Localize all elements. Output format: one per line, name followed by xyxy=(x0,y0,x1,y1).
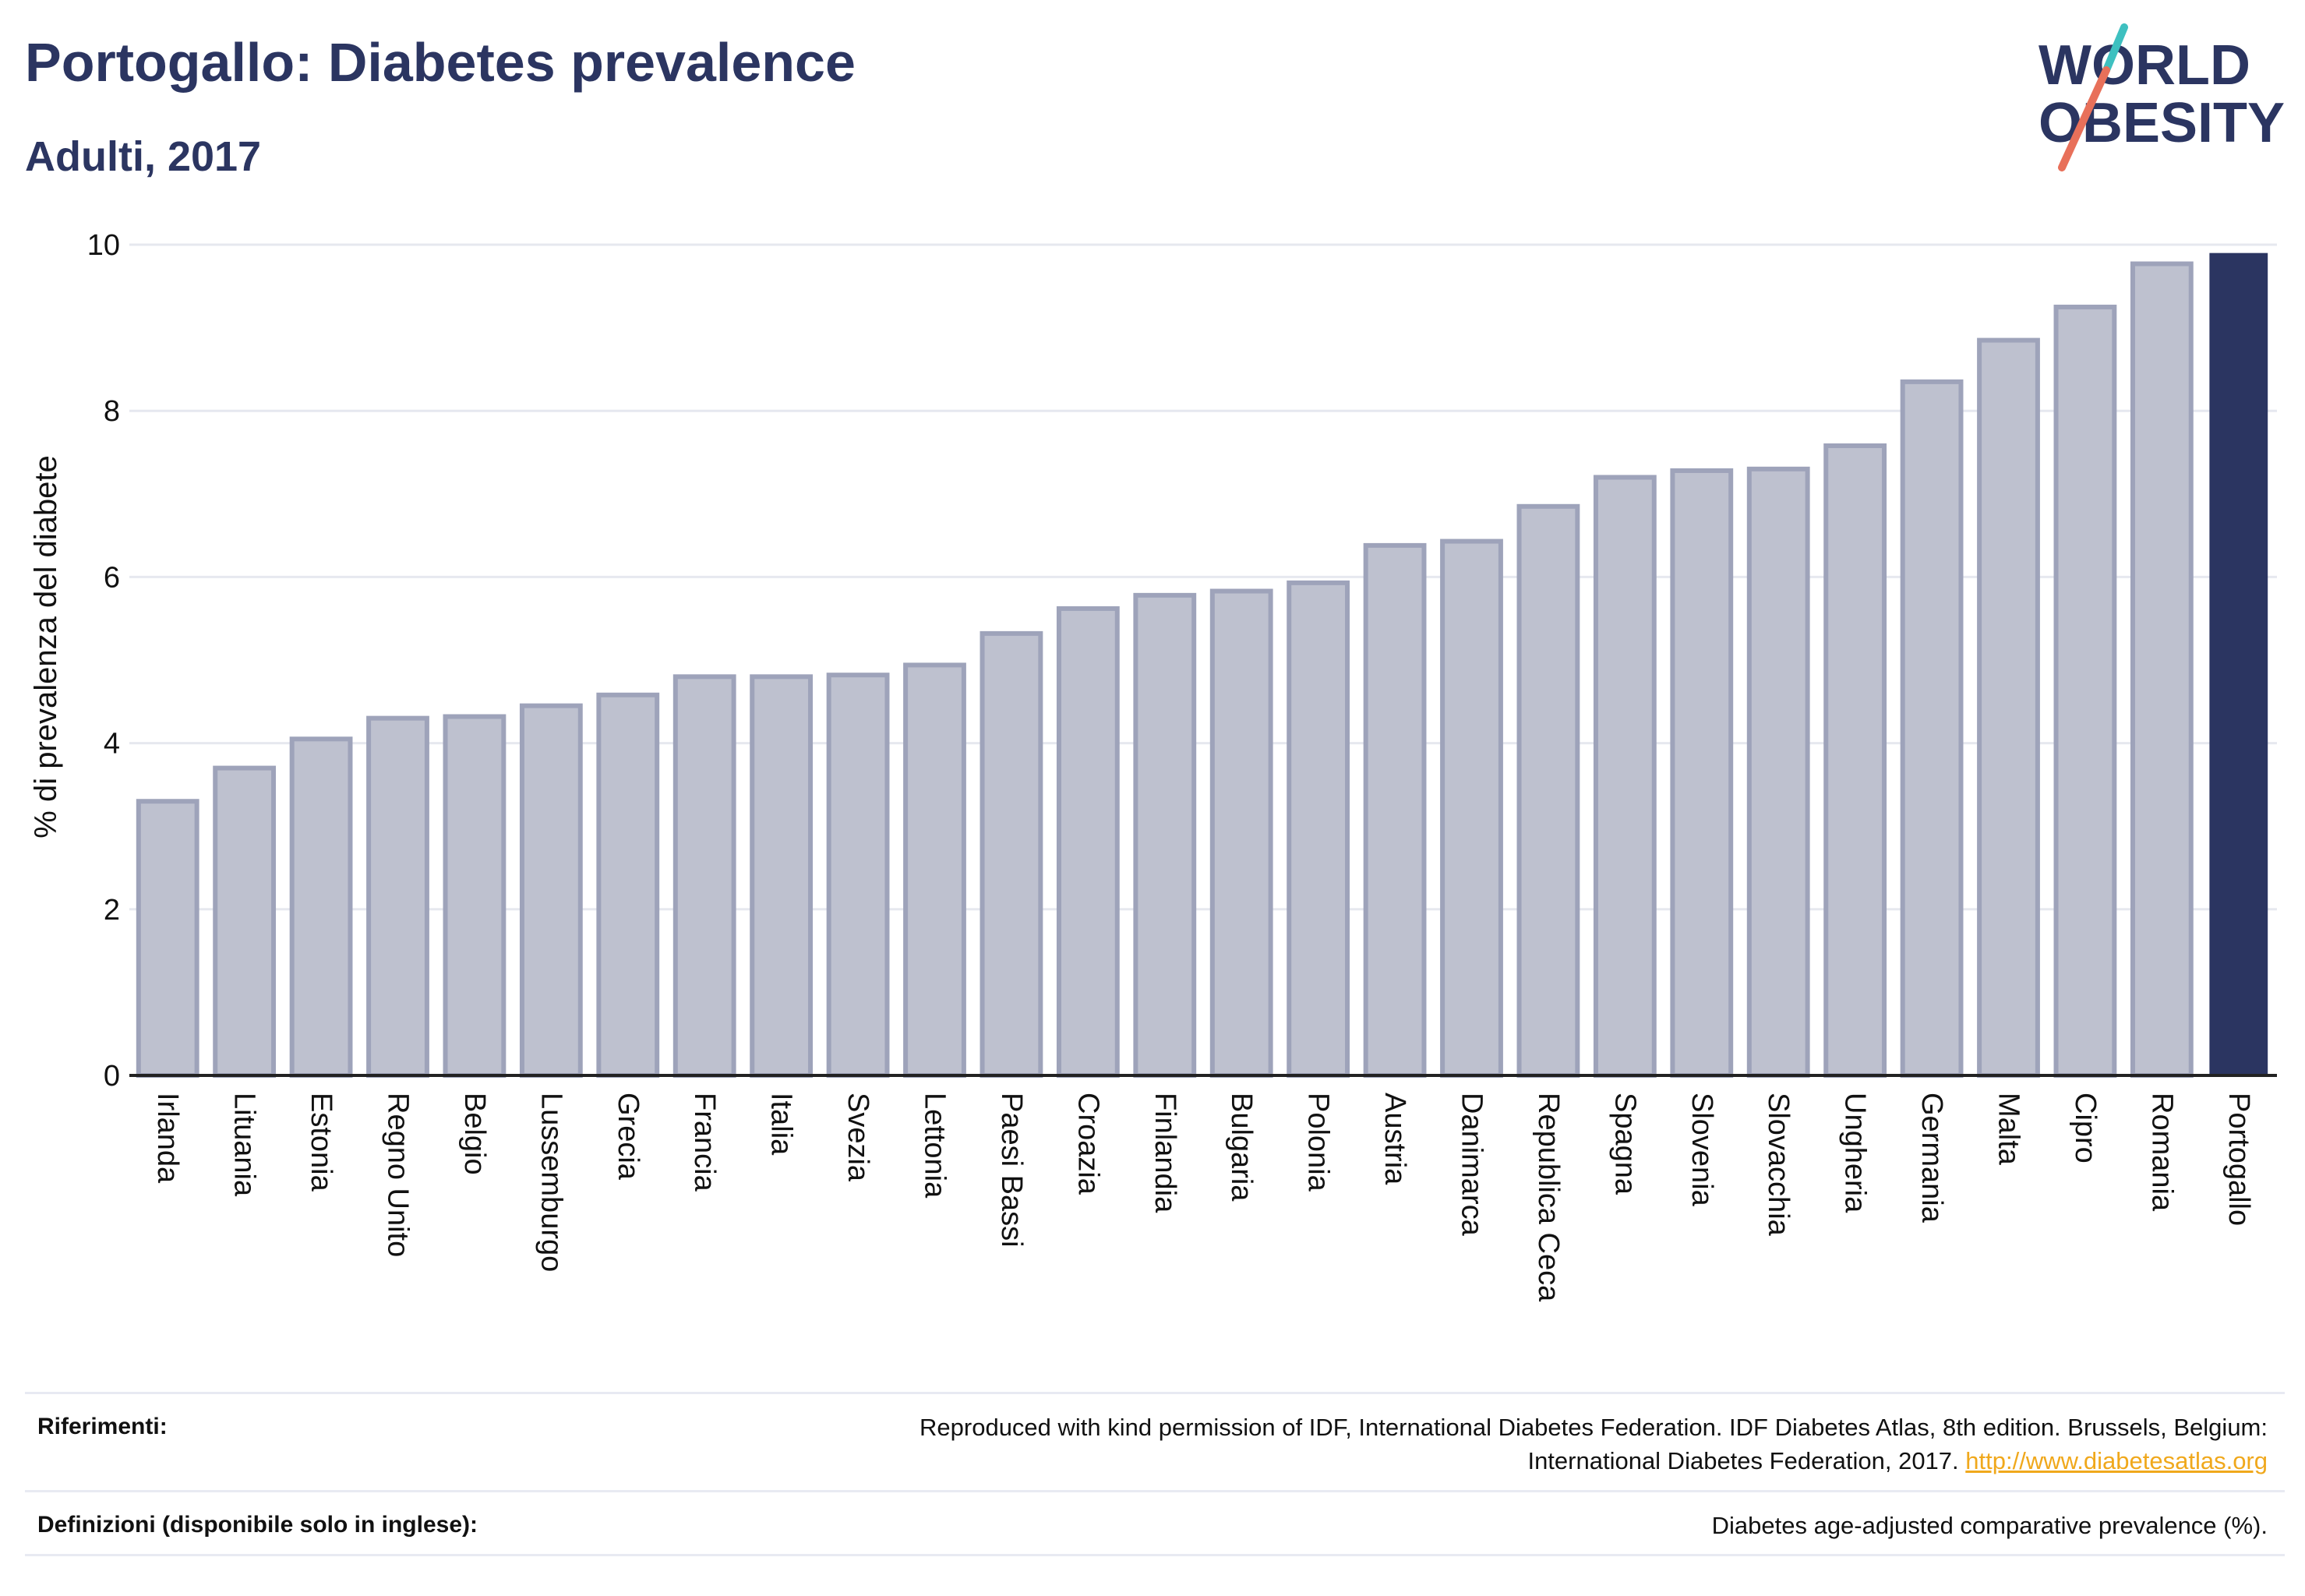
x-tick-label: Svezia xyxy=(842,1093,874,1182)
bar-francia[interactable] xyxy=(672,674,736,1078)
definitions-label: Definizioni (disponibile solo in inglese… xyxy=(37,1512,478,1538)
references-line-2: International Diabetes Federation, 2017.… xyxy=(920,1444,2268,1478)
y-tick-label: 4 xyxy=(104,728,120,761)
x-tick-label: Belgio xyxy=(458,1093,491,1175)
x-tick-label: Romania xyxy=(2145,1093,2178,1212)
bar-finlandia[interactable] xyxy=(1133,592,1197,1078)
x-tick-label: Austria xyxy=(1378,1093,1411,1185)
footer-divider-top xyxy=(25,1392,2285,1394)
footer-divider-middle xyxy=(25,1490,2285,1492)
bar-slovacchia[interactable] xyxy=(1746,466,1810,1078)
chart-title: Portogallo: Diabetes prevalence xyxy=(25,32,856,93)
world-obesity-logo[interactable]: WORLD OBESITY xyxy=(2026,23,2291,171)
y-tick-label: 0 xyxy=(104,1060,120,1093)
y-tick-label: 6 xyxy=(104,561,120,594)
bar-germania[interactable] xyxy=(1900,379,1964,1078)
x-tick-label: Polonia xyxy=(1302,1093,1335,1192)
bar-cipro[interactable] xyxy=(2053,304,2117,1078)
references-text: Reproduced with kind permission of IDF, … xyxy=(920,1411,2268,1478)
bars xyxy=(136,252,2268,1079)
bar-ungheria[interactable] xyxy=(1823,443,1887,1078)
definitions-text: Diabetes age-adjusted comparative preval… xyxy=(1711,1512,2268,1539)
bar-portogallo[interactable] xyxy=(2209,252,2268,1075)
bar-lituania[interactable] xyxy=(213,765,277,1079)
x-tick-label: Italia xyxy=(765,1093,798,1156)
bar-grecia[interactable] xyxy=(596,692,660,1078)
y-tick-label: 10 xyxy=(87,229,120,262)
x-tick-label: Malta xyxy=(1993,1093,2025,1166)
y-tick-label: 2 xyxy=(104,894,120,927)
x-tick-label: Bulgaria xyxy=(1225,1093,1258,1202)
x-tick-label: Republica Ceca xyxy=(1532,1093,1565,1302)
x-tick-label: Slovacchia xyxy=(1762,1093,1795,1237)
y-tick-label: 8 xyxy=(104,395,120,428)
x-tick-label: Portogallo xyxy=(2222,1093,2255,1226)
x-tick-label: Spagna xyxy=(1608,1093,1641,1195)
x-tick-label: Paesi Bassi xyxy=(995,1093,1028,1248)
bar-malta[interactable] xyxy=(1977,337,2040,1078)
bar-chart: 0 2 4 6 8 10 Irlanda Lituania Estonia Regno Unit… xyxy=(29,229,2277,1302)
y-axis-label: % di prevalenza del diabete xyxy=(29,455,63,838)
x-tick-label: Lussemburgo xyxy=(535,1093,567,1272)
bar-lettonia[interactable] xyxy=(903,662,966,1078)
x-tick-label: Estonia xyxy=(305,1093,337,1192)
x-tick-label: Germania xyxy=(1915,1093,1948,1223)
bar-republica-ceca[interactable] xyxy=(1516,503,1580,1078)
x-axis-tick-labels: Irlanda Lituania Estonia Regno Unito Belgio L… xyxy=(151,1093,2255,1302)
x-tick-label: Francia xyxy=(688,1093,721,1192)
x-tick-label: Slovenia xyxy=(1686,1093,1718,1207)
bar-estonia[interactable] xyxy=(289,736,353,1079)
bar-irlanda[interactable] xyxy=(136,799,199,1078)
y-axis-ticks: 0 2 4 6 8 10 xyxy=(87,229,120,1093)
x-tick-label: Grecia xyxy=(612,1093,644,1181)
bar-spagna[interactable] xyxy=(1593,475,1657,1078)
chart-subtitle: Adulti, 2017 xyxy=(25,133,262,180)
logo-line-world: WORLD xyxy=(2038,34,2250,97)
bar-paesi-bassi[interactable] xyxy=(980,630,1043,1078)
x-tick-label: Croazia xyxy=(1071,1093,1104,1195)
bar-regno-unito[interactable] xyxy=(366,715,429,1078)
references-link[interactable]: http://www.diabetesatlas.org xyxy=(1965,1447,2268,1474)
x-tick-label: Ungheria xyxy=(1839,1093,1872,1213)
logo-slash-bottom xyxy=(2058,66,2110,171)
x-tick-label: Cipro xyxy=(2069,1093,2102,1163)
x-tick-label: Finlandia xyxy=(1149,1093,1181,1213)
bar-slovenia[interactable] xyxy=(1670,468,1734,1078)
bar-italia[interactable] xyxy=(750,674,814,1078)
x-tick-label: Irlanda xyxy=(151,1093,184,1184)
references-line-2-text: International Diabetes Federation, 2017. xyxy=(1527,1447,1959,1474)
references-label: Riferimenti: xyxy=(37,1414,168,1439)
bar-bulgaria[interactable] xyxy=(1209,588,1273,1078)
references-line-1: Reproduced with kind permission of IDF, … xyxy=(920,1414,2268,1441)
bar-romania[interactable] xyxy=(2130,261,2194,1079)
bar-belgio[interactable] xyxy=(443,714,507,1078)
footer-divider-bottom xyxy=(25,1554,2285,1556)
x-tick-label: Lettonia xyxy=(919,1093,951,1199)
bar-croazia[interactable] xyxy=(1056,606,1120,1078)
bar-svezia[interactable] xyxy=(826,673,890,1078)
x-tick-label: Danimarca xyxy=(1456,1093,1488,1237)
logo-slash-top xyxy=(2102,23,2128,74)
x-tick-label: Lituania xyxy=(228,1093,261,1197)
bar-austria[interactable] xyxy=(1363,542,1427,1078)
bar-danimarca[interactable] xyxy=(1440,538,1503,1078)
bar-lussemburgo[interactable] xyxy=(519,703,583,1078)
x-tick-label: Regno Unito xyxy=(382,1093,415,1257)
bar-polonia[interactable] xyxy=(1287,580,1350,1078)
